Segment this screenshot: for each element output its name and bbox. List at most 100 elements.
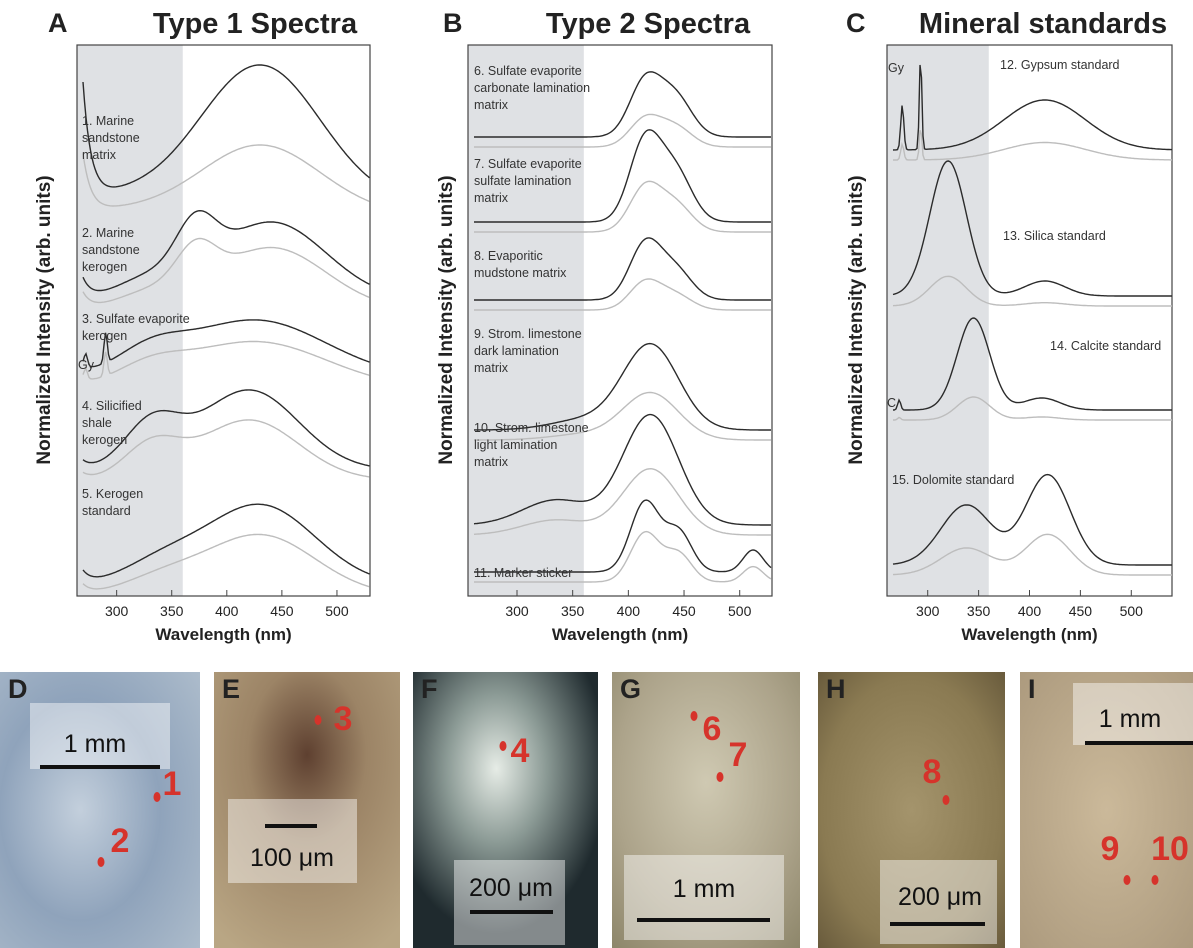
reference-curve (474, 278, 771, 311)
spectra-panel: B Type 2 Spectra Wavelength (nm) Normalized… (436, 8, 773, 644)
x-tick-label: 500 (728, 603, 752, 619)
scale-box (454, 860, 565, 945)
spectrum-label: sandstone (82, 131, 140, 145)
x-tick-label: 300 (105, 603, 129, 619)
spot-marker (97, 857, 105, 867)
spectrum-curve (473, 342, 771, 431)
y-axis-label: Normalized Intensity (arb. units) (436, 175, 457, 464)
photo-letter: I (1028, 674, 1036, 704)
spectrum-label: matrix (82, 148, 117, 162)
spectrum-label: 7. Sulfate evaporite (474, 157, 582, 171)
photo-letter: D (8, 674, 28, 704)
reference-curve (893, 396, 1172, 421)
plot-frame (76, 44, 371, 597)
shaded-region (77, 45, 183, 596)
reference-curve (893, 129, 1172, 161)
spectrum-label: kerogen (82, 260, 127, 274)
scale-label: 100 μm (250, 844, 334, 872)
photo-letter: F (421, 674, 438, 704)
spectrum-label: dark lamination (474, 344, 559, 358)
reference-curve (474, 113, 771, 148)
spot-label: 1 (163, 765, 182, 803)
spectrum-label: standard (82, 504, 131, 518)
spectrum-curve (892, 64, 1172, 151)
scale-label: 1 mm (1099, 705, 1162, 733)
reference-curve (892, 275, 1172, 307)
spectrum-label: light lamination (474, 438, 557, 452)
x-tick-label: 350 (561, 603, 585, 619)
spot-marker (942, 795, 950, 805)
spot-marker (499, 741, 507, 751)
scale-box (30, 703, 170, 769)
panel-title: Type 2 Spectra (546, 8, 751, 40)
reference-curve (82, 144, 370, 207)
spectrum-label: sulfate lamination (474, 174, 571, 188)
reference-curve (82, 419, 370, 478)
spectrum-label: 14. Calcite standard (1050, 339, 1161, 353)
x-tick-label: 350 (160, 603, 184, 619)
spectrum-label: 15. Dolomite standard (892, 473, 1014, 487)
scale-label: 1 mm (64, 730, 127, 758)
photo-letter: H (826, 674, 846, 704)
panel-title: Type 1 Spectra (153, 8, 358, 40)
spectrum-label: matrix (474, 191, 509, 205)
reference-curve (474, 391, 771, 441)
spectrum-label: 13. Silica standard (1003, 229, 1106, 243)
spectrum-label: 4. Silicified (82, 399, 142, 413)
micrograph-image (818, 672, 1005, 948)
micrograph-image (612, 672, 800, 948)
spot-marker (1151, 875, 1159, 885)
spectrum-label: shale (82, 416, 112, 430)
spectrum-curve (82, 209, 370, 292)
spot-marker (690, 711, 698, 721)
micrograph-image (0, 672, 200, 948)
y-axis-label: Normalized Intensity (arb. units) (34, 175, 55, 464)
x-tick-label: 400 (617, 603, 641, 619)
plot-frame (467, 44, 773, 597)
spectrum-label: mudstone matrix (474, 266, 567, 280)
scale-box (1073, 683, 1193, 745)
reference-curve (82, 533, 370, 590)
photo-letter: G (620, 674, 641, 704)
spectrum-label: matrix (474, 98, 509, 112)
micrograph: F 200 μm 4 (413, 672, 598, 948)
x-axis-label: Wavelength (nm) (155, 625, 291, 644)
x-tick-label: 400 (215, 603, 239, 619)
reference-curve (82, 237, 370, 304)
scale-box (228, 799, 357, 883)
spot-label: 4 (511, 732, 530, 770)
scale-box (624, 855, 784, 940)
spectrum-curve (892, 317, 1172, 411)
spectrum-label: carbonate lamination (474, 81, 590, 95)
scale-box (880, 860, 997, 944)
x-tick-label: 400 (1018, 603, 1042, 619)
spot-marker (153, 792, 161, 802)
spectrum-curve (474, 129, 771, 223)
micrograph: I 1 mm 9 10 (1020, 672, 1193, 948)
x-tick-label: 500 (325, 603, 349, 619)
spectrum-label: kerogen (82, 329, 127, 343)
spectrum-label: matrix (474, 455, 509, 469)
reference-curve (473, 467, 771, 536)
spectrum-label: 6. Sulfate evaporite (474, 64, 582, 78)
spectrum-label: 3. Sulfate evaporite (82, 312, 190, 326)
micrograph-image (413, 672, 598, 948)
x-axis-label: Wavelength (nm) (961, 625, 1097, 644)
spectrum-curve (474, 499, 772, 573)
spectrum-curve (892, 473, 1172, 566)
spectrum-label: 11. Marker sticker (474, 566, 572, 580)
reference-curve (474, 180, 771, 233)
scale-label: 200 μm (469, 874, 553, 902)
spectrum-label: kerogen (82, 433, 127, 447)
spectrum-curve (82, 503, 370, 578)
spot-label: 10 (1151, 830, 1189, 868)
spectrum-label: 10. Strom. limestone (474, 421, 589, 435)
reference-curve (892, 533, 1172, 576)
peak-annotation: C (887, 396, 896, 410)
x-tick-label: 450 (1069, 603, 1093, 619)
spectrum-curve (892, 160, 1172, 297)
spot-label: 7 (729, 736, 748, 774)
spot-marker (314, 715, 322, 725)
y-axis-label: Normalized Intensity (arb. units) (846, 175, 867, 464)
x-tick-label: 450 (672, 603, 696, 619)
